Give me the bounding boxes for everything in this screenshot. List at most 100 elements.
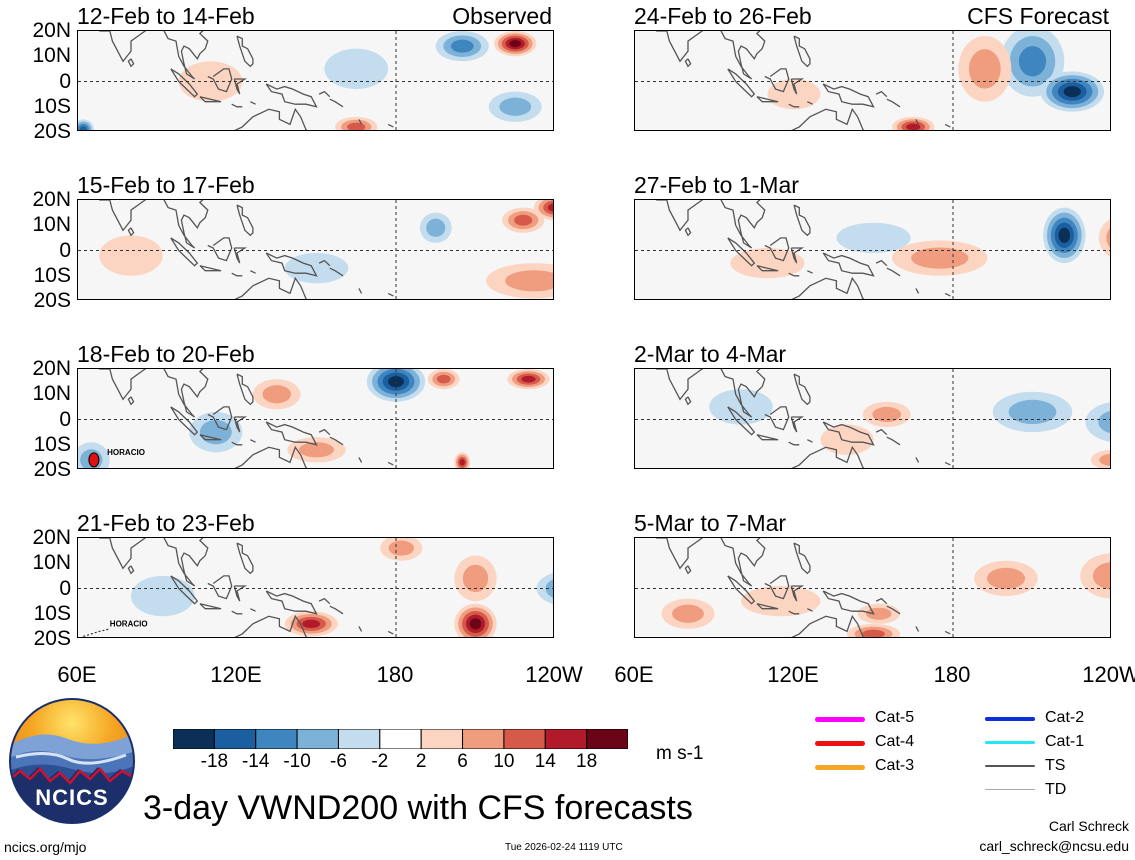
anomaly-contour — [536, 572, 553, 605]
anomaly-contour — [836, 222, 911, 254]
coastline — [99, 538, 147, 570]
coastline — [788, 610, 800, 615]
coastline — [236, 542, 254, 575]
anomaly-blob — [1098, 219, 1110, 257]
footer-url[interactable]: ncics.org/mjo — [4, 839, 87, 855]
legend-label-cat-1: Cat-1 — [1045, 733, 1085, 750]
lat-tick-label: 10N — [32, 44, 71, 68]
coastline — [875, 259, 888, 267]
anomaly-contour — [1018, 46, 1047, 77]
footer-email[interactable]: carl_schreck@ncsu.edu — [979, 838, 1129, 854]
coastline — [764, 575, 790, 600]
anomaly-blob — [284, 253, 349, 284]
map-panel-fc2 — [634, 199, 1111, 300]
coastline — [656, 31, 704, 63]
anomaly-contour — [199, 420, 232, 445]
colorbar-tick-label: -14 — [241, 751, 270, 772]
coastline — [727, 68, 756, 98]
panel-tag-fc1: CFS Forecast — [967, 3, 1109, 29]
coastline — [790, 585, 805, 602]
coastline — [684, 396, 692, 406]
coastline — [170, 575, 199, 605]
coastline — [127, 227, 135, 237]
coastline — [793, 35, 811, 68]
anomaly-contour — [459, 459, 465, 466]
anomaly-contour — [1098, 410, 1110, 434]
coastline — [233, 585, 248, 602]
coastline — [265, 590, 318, 615]
coastline — [944, 461, 951, 466]
anomaly-blob — [1043, 207, 1086, 264]
map-panel-obs2 — [77, 199, 554, 300]
anomaly-contour — [1085, 402, 1110, 442]
coastline — [875, 428, 888, 436]
coastline — [720, 369, 766, 418]
anomaly-contour — [131, 575, 195, 617]
coastline — [727, 575, 756, 605]
anomaly-contour — [906, 123, 921, 130]
panel-title-obs4: 21-Feb to 23-Feb — [77, 510, 255, 536]
lat-tick-label: 10S — [33, 94, 71, 118]
anomaly-contour — [872, 406, 902, 423]
colorbar-swatch — [255, 728, 298, 750]
footer-timestamp: Tue 2026-02-24 1119 UTC — [505, 842, 623, 853]
anomaly-contour — [547, 203, 553, 212]
coastline — [170, 237, 199, 267]
coastline — [233, 247, 248, 264]
coastline — [163, 31, 209, 80]
legend-swatch-cat-2 — [985, 717, 1035, 721]
coastline — [727, 237, 756, 267]
coastline — [199, 96, 222, 103]
anomaly-contour — [521, 375, 536, 383]
lat-tick-label: 10S — [33, 601, 71, 625]
lon-tick-label: 180 — [933, 662, 971, 687]
coastline — [793, 373, 811, 406]
lat-tick-label: 0 — [59, 69, 71, 93]
coastline — [233, 416, 248, 433]
anomaly-contour — [545, 579, 553, 598]
anomaly-contour — [986, 567, 1026, 590]
coastline — [231, 272, 243, 277]
lon-tick-label: 60E — [614, 662, 654, 687]
anomaly-blob — [1085, 402, 1110, 442]
coastline — [915, 119, 920, 125]
coastline — [684, 227, 692, 237]
coastline — [886, 267, 901, 277]
coastline — [790, 416, 805, 433]
anomaly-blob — [335, 116, 378, 130]
anomaly-blob — [974, 560, 1038, 597]
coastline — [790, 247, 805, 264]
colorbar-swatch — [544, 728, 588, 750]
coastline — [788, 441, 800, 446]
colorbar-swatch — [337, 728, 381, 750]
lon-tick-label: 120E — [767, 662, 819, 687]
logo-graphic — [9, 698, 135, 824]
colorbar-swatch — [296, 728, 339, 750]
anomaly-contour — [450, 39, 474, 53]
coastline — [250, 439, 256, 443]
colorbar-tick-label: 10 — [493, 751, 515, 772]
anomaly-blob — [992, 391, 1073, 433]
legend-swatch-td — [985, 789, 1035, 790]
coastline — [684, 58, 692, 68]
coastline — [236, 373, 254, 406]
coastline — [250, 270, 256, 274]
anomaly-blob — [892, 240, 988, 276]
anomaly-contour — [426, 218, 446, 237]
lat-tick-label: 10N — [32, 213, 71, 237]
anomaly-blob — [1090, 449, 1110, 468]
colorbar-swatch — [213, 728, 257, 750]
anomaly-blob — [287, 437, 346, 463]
map-panel-fc4 — [634, 537, 1111, 638]
coastline — [234, 276, 308, 299]
anomaly-blob — [767, 78, 821, 110]
anomaly-contour — [730, 247, 805, 279]
coastline — [791, 445, 865, 468]
coastline — [764, 68, 790, 93]
ncics-logo: NCICS — [8, 697, 136, 825]
legend-swatch-cat-3 — [815, 765, 865, 770]
coastline — [127, 565, 135, 575]
map-svg-fc1 — [635, 31, 1110, 130]
anomaly-contour — [1063, 86, 1081, 98]
coastline — [358, 457, 363, 463]
